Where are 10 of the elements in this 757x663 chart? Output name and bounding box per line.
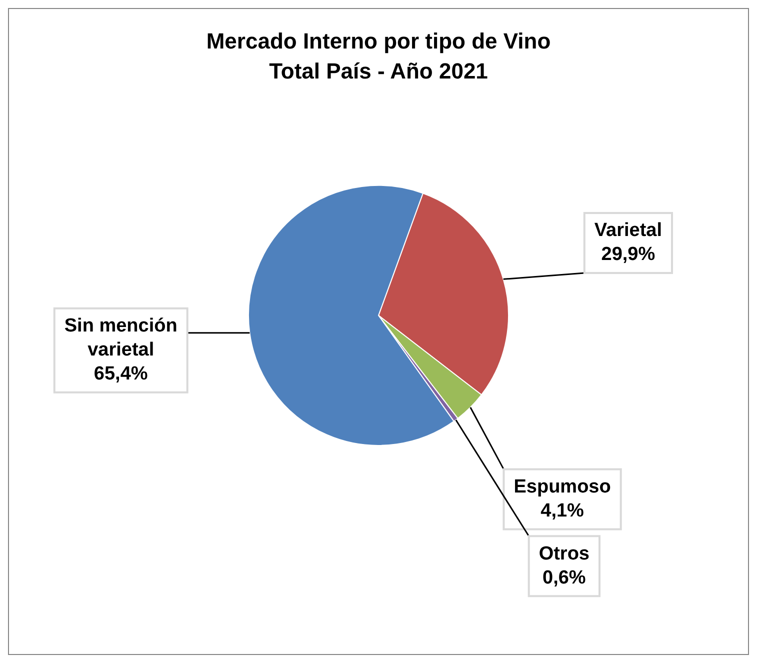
data-label: 0,6% (542, 567, 586, 588)
chart-title: Mercado Interno por tipo de Vino (206, 28, 551, 54)
data-label: 29,9% (601, 244, 656, 266)
slice-label: Sin mención varietal (64, 316, 178, 361)
slice-label: Otros (538, 543, 590, 564)
slice-label: Espumoso (514, 476, 611, 498)
data-label: 4,1% (540, 500, 584, 522)
data-label: 65,4% (94, 364, 148, 385)
chart-subtitle: Total País - Año 2021 (269, 58, 488, 84)
slice-label: Varietal (594, 220, 662, 242)
